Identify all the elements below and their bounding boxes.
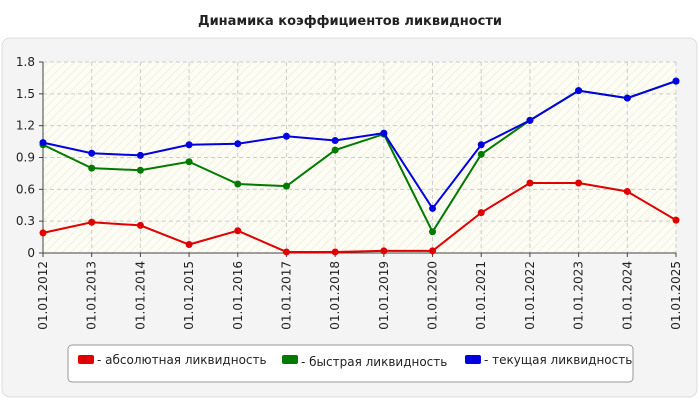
- point: [331, 146, 339, 154]
- point: [234, 180, 242, 188]
- y-tick-label: 0.9: [16, 151, 35, 165]
- chart-title: Динамика коэффициентов ликвидности: [198, 14, 502, 29]
- x-tick-label: 01.01.2013: [85, 261, 99, 330]
- point: [185, 241, 193, 249]
- x-tick-label: 01.01.2020: [426, 261, 440, 330]
- point: [185, 141, 193, 149]
- point: [39, 229, 47, 237]
- point: [429, 228, 437, 236]
- point: [331, 248, 339, 256]
- point: [429, 247, 437, 255]
- point: [136, 151, 144, 159]
- point: [526, 116, 534, 124]
- x-tick-label: 01.01.2014: [133, 261, 147, 330]
- point: [575, 87, 583, 95]
- x-tick-label: 01.01.2022: [523, 261, 537, 330]
- x-tick-label: 01.01.2012: [36, 261, 50, 330]
- point: [88, 218, 96, 226]
- series-line: [42, 80, 677, 211]
- y-tick-label: 1.2: [16, 119, 35, 133]
- point: [623, 94, 631, 102]
- legend: [67, 344, 634, 383]
- point: [282, 182, 290, 190]
- point: [380, 247, 388, 255]
- x-tick-label: 01.01.2019: [377, 261, 391, 330]
- y-tick-label: 1.8: [16, 55, 35, 69]
- x-tick-label: 01.01.2017: [279, 261, 293, 330]
- point: [477, 141, 485, 149]
- y-tick-label: 0.6: [16, 182, 35, 196]
- point: [282, 248, 290, 256]
- legend-label: - текущая ликвидность: [484, 353, 632, 367]
- point: [623, 187, 631, 195]
- y-tick-label: 0.3: [16, 214, 35, 228]
- legend-swatch: [282, 355, 298, 364]
- x-tick-label: 01.01.2023: [572, 261, 586, 330]
- point: [331, 137, 339, 145]
- point: [672, 77, 680, 85]
- point: [39, 139, 47, 147]
- point: [136, 166, 144, 174]
- legend-swatch: [78, 355, 94, 364]
- point: [477, 150, 485, 158]
- point: [234, 140, 242, 148]
- point: [136, 221, 144, 229]
- series-line: [42, 181, 677, 253]
- x-tick-label: 01.01.2024: [620, 261, 634, 330]
- point: [234, 227, 242, 235]
- point: [575, 179, 583, 187]
- x-tick-label: 01.01.2018: [328, 261, 342, 330]
- point: [526, 179, 534, 187]
- x-tick-label: 01.01.2015: [182, 261, 196, 330]
- legend-label: - абсолютная ликвидность: [97, 353, 267, 367]
- x-tick-label: 01.01.2025: [669, 261, 683, 330]
- x-tick-label: 01.01.2021: [474, 261, 488, 330]
- y-tick-label: 0: [27, 246, 35, 260]
- legend-label: - быстрая ликвидность: [301, 355, 447, 369]
- point: [429, 204, 437, 212]
- x-tick-label: 01.01.2016: [231, 261, 245, 330]
- point: [672, 216, 680, 224]
- point: [88, 164, 96, 172]
- y-tick-label: 1.5: [16, 87, 35, 101]
- point: [477, 209, 485, 217]
- point: [282, 132, 290, 140]
- legend-swatch: [465, 355, 481, 364]
- point: [185, 158, 193, 166]
- point: [88, 149, 96, 157]
- point: [380, 129, 388, 137]
